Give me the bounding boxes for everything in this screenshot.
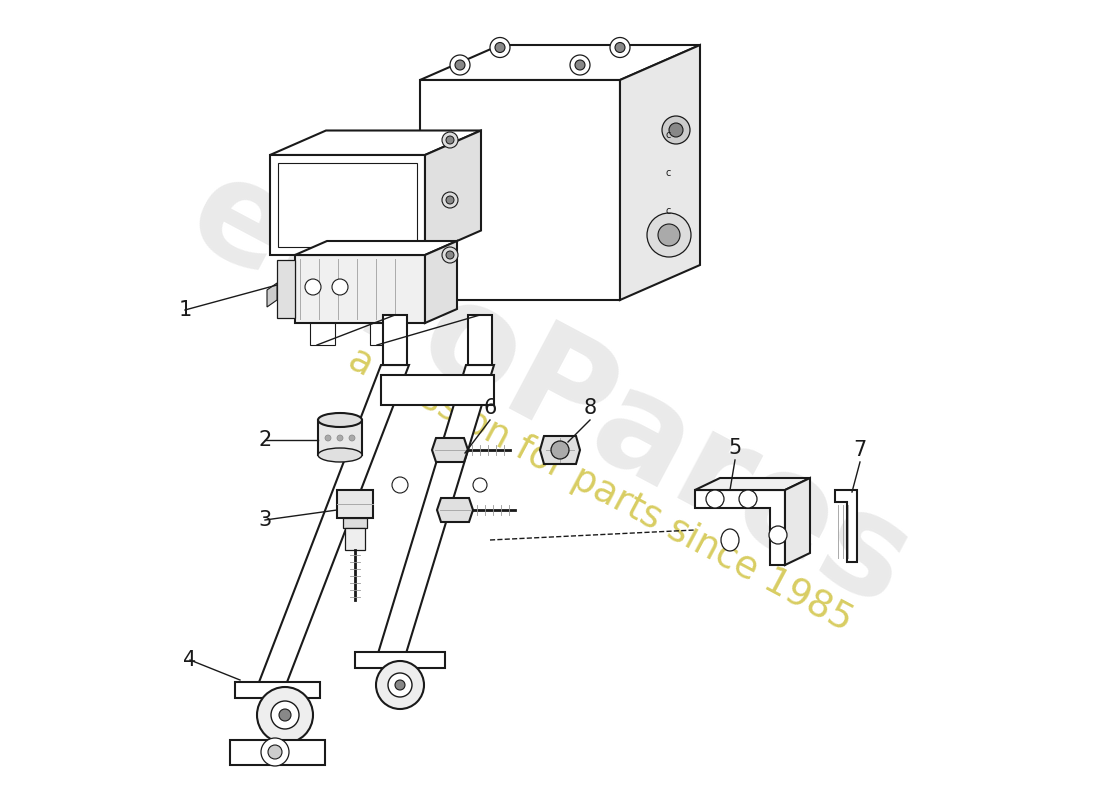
Text: 3: 3	[258, 510, 272, 530]
Circle shape	[495, 42, 505, 53]
Text: 5: 5	[728, 438, 741, 458]
Circle shape	[332, 279, 348, 295]
Text: 7: 7	[854, 440, 867, 460]
Circle shape	[739, 490, 757, 508]
Text: c: c	[666, 168, 670, 178]
Circle shape	[570, 55, 590, 75]
Polygon shape	[270, 130, 481, 155]
Circle shape	[473, 478, 487, 492]
Circle shape	[261, 738, 289, 766]
Circle shape	[706, 490, 724, 508]
Circle shape	[442, 247, 458, 263]
Circle shape	[392, 477, 408, 493]
Polygon shape	[267, 283, 277, 307]
Circle shape	[490, 38, 510, 58]
Text: 1: 1	[178, 300, 191, 320]
Polygon shape	[540, 436, 580, 464]
Circle shape	[376, 661, 424, 709]
Polygon shape	[310, 323, 336, 345]
Circle shape	[769, 526, 786, 544]
Polygon shape	[295, 255, 425, 323]
Polygon shape	[420, 80, 620, 300]
Polygon shape	[420, 255, 425, 323]
Circle shape	[455, 60, 465, 70]
Polygon shape	[343, 518, 367, 528]
Ellipse shape	[318, 413, 362, 427]
Polygon shape	[835, 490, 857, 562]
Text: 4: 4	[184, 650, 197, 670]
Circle shape	[446, 136, 454, 144]
Polygon shape	[256, 365, 409, 690]
Text: 2: 2	[258, 430, 272, 450]
Polygon shape	[355, 652, 446, 668]
Text: 6: 6	[483, 398, 497, 418]
Circle shape	[388, 673, 412, 697]
Text: c: c	[666, 130, 670, 140]
Circle shape	[610, 38, 630, 58]
Polygon shape	[376, 365, 494, 660]
Circle shape	[279, 709, 292, 721]
Circle shape	[442, 132, 458, 148]
Circle shape	[551, 441, 569, 459]
Polygon shape	[383, 315, 407, 365]
Circle shape	[268, 745, 282, 759]
Polygon shape	[620, 45, 700, 300]
Polygon shape	[295, 241, 456, 255]
Polygon shape	[277, 260, 295, 318]
Polygon shape	[345, 528, 365, 550]
Circle shape	[669, 123, 683, 137]
Ellipse shape	[318, 448, 362, 462]
Polygon shape	[381, 375, 494, 405]
Circle shape	[324, 435, 331, 441]
Text: euroPares: euroPares	[167, 144, 933, 636]
Polygon shape	[235, 682, 320, 698]
Polygon shape	[230, 740, 324, 765]
Text: 8: 8	[583, 398, 596, 418]
Circle shape	[446, 251, 454, 259]
Polygon shape	[695, 478, 810, 490]
Circle shape	[305, 279, 321, 295]
Polygon shape	[370, 323, 395, 345]
Text: a passion for parts since 1985: a passion for parts since 1985	[342, 342, 858, 638]
Polygon shape	[425, 241, 456, 323]
Polygon shape	[420, 45, 700, 80]
Polygon shape	[270, 155, 425, 255]
Polygon shape	[695, 490, 785, 565]
Polygon shape	[437, 498, 473, 522]
Circle shape	[446, 196, 454, 204]
Polygon shape	[425, 130, 481, 255]
Circle shape	[647, 213, 691, 257]
Polygon shape	[432, 438, 468, 462]
Polygon shape	[278, 163, 417, 247]
Circle shape	[395, 680, 405, 690]
Circle shape	[450, 55, 470, 75]
Polygon shape	[337, 490, 373, 518]
Text: c: c	[666, 206, 670, 216]
Polygon shape	[785, 478, 810, 565]
Polygon shape	[318, 420, 362, 455]
Circle shape	[615, 42, 625, 53]
Ellipse shape	[720, 529, 739, 551]
Circle shape	[337, 435, 343, 441]
Circle shape	[442, 192, 458, 208]
Circle shape	[349, 435, 355, 441]
Circle shape	[662, 116, 690, 144]
Polygon shape	[468, 315, 492, 365]
Circle shape	[658, 224, 680, 246]
Circle shape	[575, 60, 585, 70]
Circle shape	[271, 701, 299, 729]
Circle shape	[257, 687, 314, 743]
